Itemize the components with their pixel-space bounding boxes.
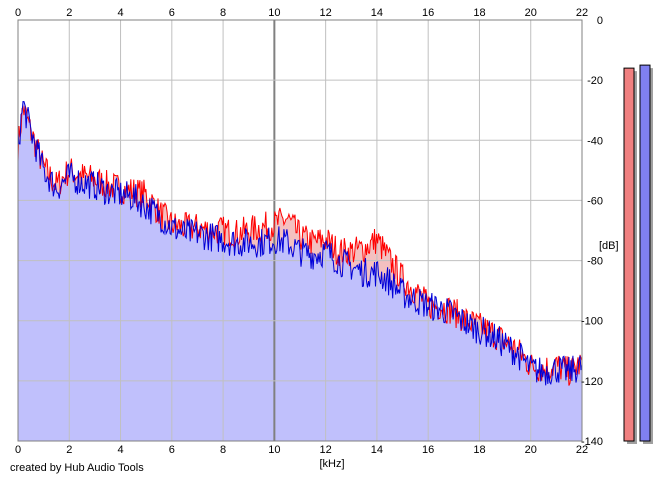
x-tick-label-bottom: 0	[15, 444, 21, 456]
y-tick-label: -20	[587, 75, 603, 87]
x-tick-label-bottom: 6	[169, 444, 175, 456]
x-tick-label-top: 18	[473, 7, 485, 19]
x-tick-label-top: 0	[15, 7, 21, 19]
x-tick-label-bottom: 8	[220, 444, 226, 456]
credit-text: created by Hub Audio Tools	[10, 462, 144, 474]
level-meters	[623, 64, 653, 444]
x-tick-label-top: 8	[220, 7, 226, 19]
x-tick-label-bottom: 2	[66, 444, 72, 456]
level-meter-right	[639, 64, 651, 442]
y-tick-label: -140	[581, 436, 603, 448]
x-tick-label-bottom: 12	[320, 444, 332, 456]
x-tick-label-bottom: 14	[371, 444, 383, 456]
x-tick-label-top: 10	[268, 7, 280, 19]
series-layer	[17, 100, 583, 386]
x-tick-label-top: 2	[66, 7, 72, 19]
y-tick-label: -120	[581, 376, 603, 388]
x-tick-label-bottom: 16	[422, 444, 434, 456]
y-axis-right: 0 -20 -40 -60 -80 -100 -120 -140	[581, 15, 603, 448]
x-tick-label-bottom: 18	[473, 444, 485, 456]
y-tick-label: -100	[581, 316, 603, 328]
x-tick-label-top: 14	[371, 7, 383, 19]
series-line-left	[17, 105, 583, 386]
series-line-right	[17, 100, 583, 386]
x-tick-label-top: 12	[320, 7, 332, 19]
x-axis-label: [kHz]	[319, 458, 344, 470]
spectrum-fill-layer	[18, 101, 582, 441]
y-tick-label: -60	[587, 195, 603, 207]
x-tick-label-bottom: 22	[576, 444, 588, 456]
y-tick-label: 0	[597, 15, 603, 27]
level-meter-left	[623, 67, 635, 442]
x-tick-label-top: 6	[169, 7, 175, 19]
y-tick-label: -80	[587, 256, 603, 268]
y-axis-label: [dB]	[599, 240, 619, 252]
x-tick-label-top: 16	[422, 7, 434, 19]
x-axis-top: 0 2 4 6 8 10 12 14 16 18 20 22	[15, 7, 588, 19]
x-tick-label-bottom: 10	[268, 444, 280, 456]
x-axis-bottom: 0 2 4 6 8 10 12 14 16 18 20 22	[15, 444, 588, 456]
x-tick-label-top: 20	[525, 7, 537, 19]
plot-frame	[17, 19, 583, 442]
x-tick-label-bottom: 20	[525, 444, 537, 456]
y-tick-label: -40	[587, 135, 603, 147]
spectrum-fill-right	[18, 101, 582, 441]
x-tick-label-top: 4	[117, 7, 123, 19]
x-tick-label-bottom: 4	[117, 444, 123, 456]
x-tick-label-top: 22	[576, 7, 588, 19]
